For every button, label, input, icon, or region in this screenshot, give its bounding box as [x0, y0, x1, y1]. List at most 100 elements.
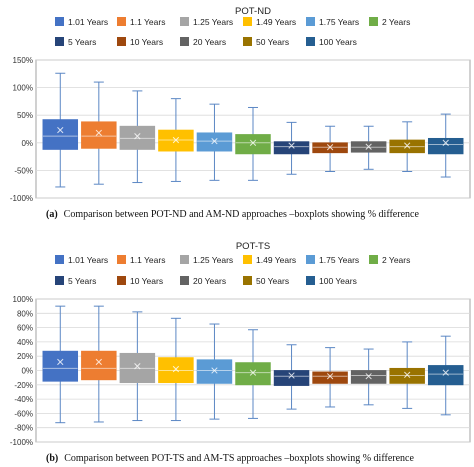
mean-marker [442, 139, 449, 146]
legend-swatch [117, 276, 126, 285]
legend-swatch [180, 37, 189, 46]
y-tick-label: -100% [10, 194, 33, 203]
boxplot-1.49-years [158, 98, 194, 182]
legend-label: 5 Years [68, 276, 96, 286]
y-tick-label: 0% [21, 367, 33, 376]
legend-swatch [306, 17, 315, 26]
mean-marker [249, 369, 257, 376]
legend-swatch [369, 255, 378, 264]
boxplot-1.75-years [196, 323, 233, 420]
mean-marker [326, 144, 334, 151]
mean-marker [95, 358, 102, 366]
boxplot-1.1-years [81, 81, 117, 185]
boxplot-10-years [312, 125, 348, 173]
legend-swatch [117, 17, 126, 26]
legend-label: 100 Years [319, 37, 357, 47]
box-iqr [273, 141, 310, 155]
mean-marker [57, 126, 64, 134]
legend-swatch [306, 255, 315, 264]
y-tick-label: -50% [14, 166, 33, 175]
legend-label: 50 Years [256, 276, 289, 286]
legend-item: 20 Years [180, 276, 226, 286]
mean-marker [211, 367, 218, 374]
legend-swatch [117, 255, 126, 264]
y-tick-label: 40% [17, 338, 33, 347]
chart-title: POT-TS [236, 241, 270, 252]
boxplot-5-years [273, 344, 310, 410]
boxplot-1.25-years [119, 90, 156, 184]
legend-label: 1.75 Years [319, 17, 359, 27]
legend-item: 1.75 Years [306, 17, 359, 27]
legend-item: 1.75 Years [306, 255, 359, 265]
box-iqr [196, 359, 233, 384]
y-tick-label: 150% [13, 56, 33, 65]
mean-marker [365, 143, 372, 150]
mean-marker [57, 358, 64, 366]
box-iqr [81, 350, 117, 381]
mean-marker [95, 129, 102, 137]
mean-marker [326, 373, 334, 380]
legend-item: 1.49 Years [243, 255, 296, 265]
chart-panel-a: POT-ND 1.01 Years 1.1 Years 1.25 Years 1.49 … [10, 6, 471, 220]
y-tick-label: -100% [10, 438, 33, 447]
y-tick-label: 20% [17, 352, 33, 361]
boxplot-1.49-years [158, 317, 194, 422]
y-tick-label: 0% [21, 139, 33, 148]
boxplot-2-years [235, 329, 271, 419]
box-iqr [42, 350, 79, 382]
legend-label: 100 Years [319, 276, 357, 286]
legend-swatch [55, 17, 64, 26]
caption-label: (b) [46, 453, 58, 464]
legend-label: 1.01 Years [68, 255, 108, 265]
boxplot-1.01-years [42, 305, 79, 424]
legend-swatch [55, 255, 64, 264]
legend-item: 1.25 Years [180, 17, 233, 27]
boxplot-100-years [427, 335, 464, 416]
y-tick-label: -60% [14, 409, 33, 418]
boxplot-1.01-years [42, 72, 79, 188]
legend-item: 50 Years [243, 276, 289, 286]
caption-text: Comparison between POT-ND and AM-ND appr… [64, 209, 420, 220]
legend-item: 2 Years [369, 255, 410, 265]
legend-label: 1.1 Years [130, 255, 165, 265]
box-iqr [42, 119, 79, 150]
box-iqr [350, 370, 387, 384]
boxplot-1.75-years [196, 103, 233, 181]
legend-item: 100 Years [306, 276, 357, 286]
mean-marker [249, 139, 257, 146]
legend-label: 10 Years [130, 276, 163, 286]
mean-marker [404, 371, 411, 378]
mean-marker [288, 372, 295, 379]
legend-swatch [306, 37, 315, 46]
legend-swatch [180, 276, 189, 285]
legend-item: 10 Years [117, 37, 163, 47]
legend-label: 1.01 Years [68, 17, 108, 27]
y-tick-label: -20% [14, 381, 33, 390]
legend-label: 1.1 Years [130, 17, 165, 27]
legend-swatch [369, 17, 378, 26]
y-tick-label: 100% [13, 84, 33, 93]
legend-label: 20 Years [193, 276, 226, 286]
legend-item: 1.25 Years [180, 255, 233, 265]
legend-item: 1.01 Years [55, 255, 108, 265]
legend-swatch [55, 276, 64, 285]
chart-panel-b: POT-TS 1.01 Years 1.1 Years 1.25 Years 1.49 … [10, 241, 471, 464]
boxplot-1.25-years [119, 311, 156, 422]
legend-label: 10 Years [130, 37, 163, 47]
figure-caption: (a) Comparison between POT-ND and AM-ND a… [46, 209, 419, 220]
boxplot-2-years [235, 106, 271, 181]
legend-swatch [55, 37, 64, 46]
boxplot-50-years [389, 341, 425, 409]
legend-label: 2 Years [382, 255, 410, 265]
mean-marker [134, 133, 141, 140]
boxplot-10-years [312, 347, 348, 408]
legend-label: 1.49 Years [256, 255, 296, 265]
legend-item: 1.01 Years [55, 17, 108, 27]
boxplot-50-years [389, 121, 425, 173]
boxplot-5-years [273, 121, 310, 175]
boxplot-20-years [350, 348, 387, 406]
y-tick-label: 50% [17, 111, 33, 120]
legend-swatch [117, 37, 126, 46]
